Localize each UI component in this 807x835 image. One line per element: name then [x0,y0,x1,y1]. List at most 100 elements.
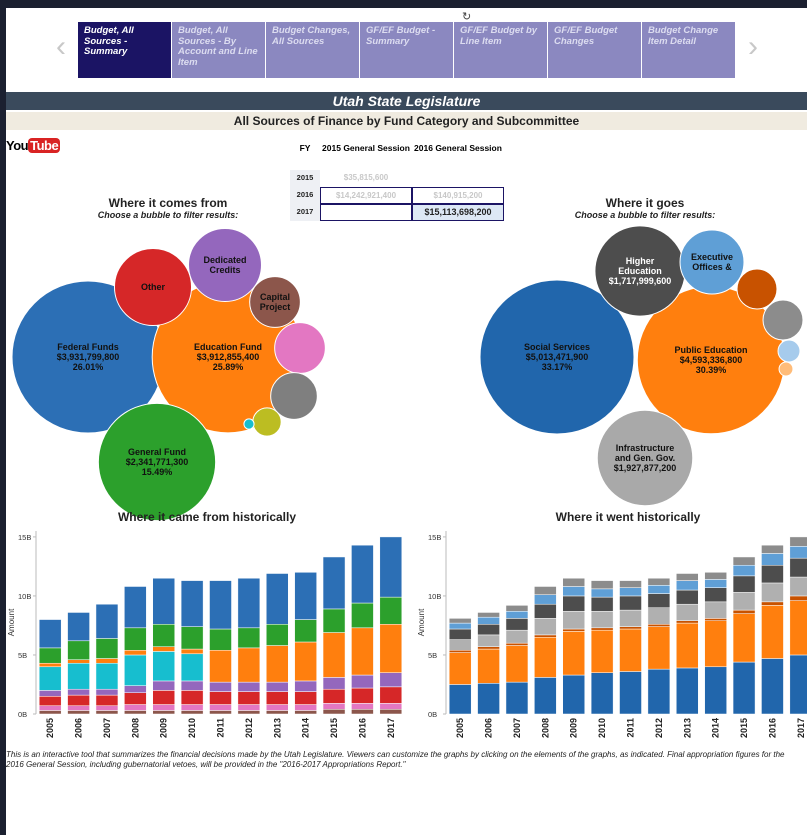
bar-segment[interactable] [266,624,289,646]
bar-segment[interactable] [619,609,642,627]
bar-segment[interactable] [789,557,807,578]
bar-segment[interactable] [448,684,472,715]
bubble[interactable] [778,361,794,377]
bar-segment[interactable] [590,580,614,590]
bar-segment[interactable] [562,577,585,587]
bar-segment[interactable] [448,618,472,624]
bar-segment[interactable] [477,624,500,636]
bar-segment[interactable] [448,639,472,651]
bar-segment[interactable] [534,634,557,638]
bar-segment[interactable] [152,646,175,652]
bar-segment[interactable] [704,601,727,619]
bar-segment[interactable] [647,585,671,594]
bar-segment[interactable] [590,596,614,612]
bar-segment[interactable] [294,619,317,643]
bar-segment[interactable] [209,704,232,711]
bar-segment[interactable] [505,642,529,646]
bar-segment[interactable] [789,595,807,601]
bar-segment[interactable] [562,595,585,612]
bar-segment[interactable] [209,681,232,692]
bar-segment[interactable] [180,653,204,682]
bar-segment[interactable] [38,662,62,668]
bar-segment[interactable] [152,710,175,715]
bar-segment[interactable] [379,536,403,598]
bar-segment[interactable] [237,647,261,683]
bar-segment[interactable] [180,648,204,655]
bar-segment[interactable] [322,608,346,633]
bar-segment[interactable] [732,575,756,593]
bar-segment[interactable] [761,582,784,603]
bar-segment[interactable] [761,553,784,566]
bar-segment[interactable] [505,629,529,644]
tab[interactable]: Budget, All Sources - By Account and Lin… [172,22,265,78]
bar-segment[interactable] [477,634,500,647]
bar-segment[interactable] [152,651,175,682]
bar-segment[interactable] [294,710,317,715]
bar-segment[interactable] [789,576,807,597]
bar-segment[interactable] [505,681,529,715]
table-cell[interactable]: $35,815,600 [343,173,389,182]
bar-segment[interactable] [732,609,756,614]
bar-segment[interactable] [647,626,671,670]
bar-segment[interactable] [647,668,671,715]
bar-segment[interactable] [676,620,699,624]
bar-segment[interactable] [95,662,119,690]
bar-segment[interactable] [379,672,403,688]
bar-segment[interactable] [237,627,261,649]
bar-segment[interactable] [351,703,374,710]
bar-segment[interactable] [351,627,374,676]
bar-segment[interactable] [448,622,472,630]
bar-segment[interactable] [237,704,261,711]
bar-segment[interactable] [379,596,403,625]
bar-segment[interactable] [761,601,784,606]
bar-segment[interactable] [562,628,585,632]
bubble[interactable] [270,372,318,420]
bar-segment[interactable] [237,691,261,705]
bar-segment[interactable] [590,611,614,629]
bar-segment[interactable] [124,710,147,715]
bar-segment[interactable] [38,705,62,711]
bar-segment[interactable] [704,666,727,715]
bar-segment[interactable] [505,618,529,631]
bar-segment[interactable] [67,688,90,696]
bubble[interactable] [762,299,804,341]
bubble[interactable] [188,228,262,302]
bar-segment[interactable] [95,658,119,664]
bar-segment[interactable] [180,704,204,711]
bar-segment[interactable] [761,544,784,554]
bar-segment[interactable] [647,624,671,627]
bar-segment[interactable] [534,618,557,636]
bar-segment[interactable] [124,692,147,705]
bar-segment[interactable] [38,710,62,715]
bar-segment[interactable] [38,666,62,691]
bar-segment[interactable] [704,579,727,588]
bar-segment[interactable] [266,704,289,711]
bar-segment[interactable] [704,572,727,580]
bubble[interactable] [679,229,745,295]
bar-segment[interactable] [95,638,119,659]
bar-segment[interactable] [477,616,500,625]
bar-segment[interactable] [619,587,642,597]
bar-segment[interactable] [676,573,699,581]
bubble[interactable] [594,225,686,317]
bar-segment[interactable] [351,687,374,704]
bar-segment[interactable] [647,577,671,586]
bar-segment[interactable] [67,705,90,711]
bubble[interactable] [777,339,801,363]
bar-segment[interactable] [266,681,289,692]
bar-segment[interactable] [209,649,232,683]
bar-segment[interactable] [590,627,614,631]
bar-segment[interactable] [505,645,529,683]
bar-segment[interactable] [67,659,90,664]
bar-segment[interactable] [590,629,614,673]
bar-segment[interactable] [67,694,90,706]
bar-segment[interactable] [732,592,756,611]
bar-segment[interactable] [95,603,119,639]
table-cell[interactable] [412,170,504,187]
bar-segment[interactable] [534,586,557,596]
bar-segment[interactable] [95,710,119,715]
bar-segment[interactable] [732,613,756,663]
bar-segment[interactable] [562,631,585,676]
bar-segment[interactable] [789,654,807,715]
bar-segment[interactable] [477,612,500,618]
